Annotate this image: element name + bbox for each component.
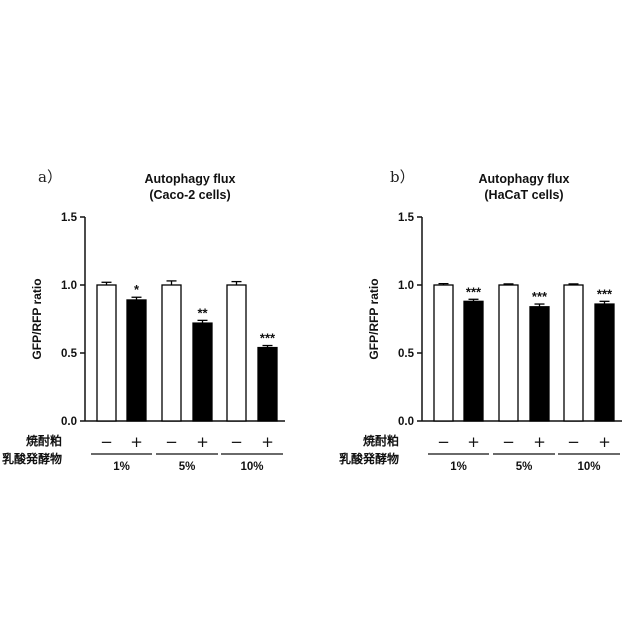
bar-10pct-minus [563, 284, 584, 422]
y-tick-label: 1.5 [398, 212, 415, 224]
bar-5pct-minus [161, 284, 182, 422]
y-tick-label: 1.5 [61, 212, 78, 224]
minus-sign: − [502, 433, 515, 451]
panel-label: b） [390, 168, 415, 186]
significance-marker: *** [466, 284, 482, 299]
plus-sign: + [467, 433, 480, 451]
significance-marker: *** [597, 286, 613, 301]
plus-sign: + [598, 433, 611, 451]
minus-sign: − [437, 433, 450, 451]
row-label-shochu-kasu: 焼酎粕 [363, 433, 399, 448]
chart-panel-a: a） Autophagy flux (Caco-2 cells) GFP/RFP ra… [2, 168, 285, 473]
y-tick-label: 0.0 [398, 416, 414, 428]
bar-10pct-minus [226, 284, 247, 422]
chart-panel-b: b） Autophagy flux (HaCaT cells) GFP/RFP rat… [339, 168, 622, 473]
bar-10pct-plus [257, 346, 278, 422]
group-label: 10% [240, 461, 263, 473]
y-tick-label: 0.5 [398, 348, 415, 360]
bar-5pct-minus [498, 284, 519, 422]
bar-1pct-minus [96, 284, 117, 422]
plus-sign: + [533, 433, 546, 451]
significance-marker: *** [532, 289, 548, 304]
plus-sign: + [261, 433, 274, 451]
bar-5pct-plus [192, 322, 213, 422]
y-axis-label: GFP/RFP ratio [367, 278, 381, 359]
group-label: 1% [450, 461, 467, 473]
panel-label: a） [38, 168, 62, 186]
group-label: 5% [179, 461, 196, 473]
plus-sign: + [130, 433, 143, 451]
significance-marker: * [134, 282, 140, 297]
significance-marker: ** [197, 305, 208, 320]
bar-1pct-minus [433, 284, 454, 422]
y-tick-label: 0.0 [61, 416, 77, 428]
group-label: 5% [516, 461, 533, 473]
y-tick-label: 0.5 [61, 348, 78, 360]
significance-marker: *** [260, 331, 276, 346]
bar-5pct-plus [529, 306, 550, 422]
chart-title: Autophagy flux [145, 172, 236, 186]
row-label-lactic-ferment: 乳酸発酵物 [2, 451, 62, 466]
minus-sign: − [100, 433, 113, 451]
minus-sign: − [567, 433, 580, 451]
chart-subtitle: (Caco-2 cells) [149, 188, 230, 202]
row-label-shochu-kasu: 焼酎粕 [26, 433, 62, 448]
group-label: 1% [113, 461, 130, 473]
plus-sign: + [196, 433, 209, 451]
y-tick-label: 1.0 [61, 280, 77, 292]
bar-1pct-plus [126, 299, 147, 422]
bar-1pct-plus [463, 300, 484, 422]
minus-sign: − [165, 433, 178, 451]
row-label-lactic-ferment: 乳酸発酵物 [339, 451, 399, 466]
y-axis-label: GFP/RFP ratio [30, 278, 44, 359]
chart-title: Autophagy flux [479, 172, 570, 186]
chart-subtitle: (HaCaT cells) [484, 188, 563, 202]
group-label: 10% [577, 461, 600, 473]
bar-10pct-plus [594, 303, 615, 422]
y-tick-label: 1.0 [398, 280, 414, 292]
minus-sign: − [230, 433, 243, 451]
